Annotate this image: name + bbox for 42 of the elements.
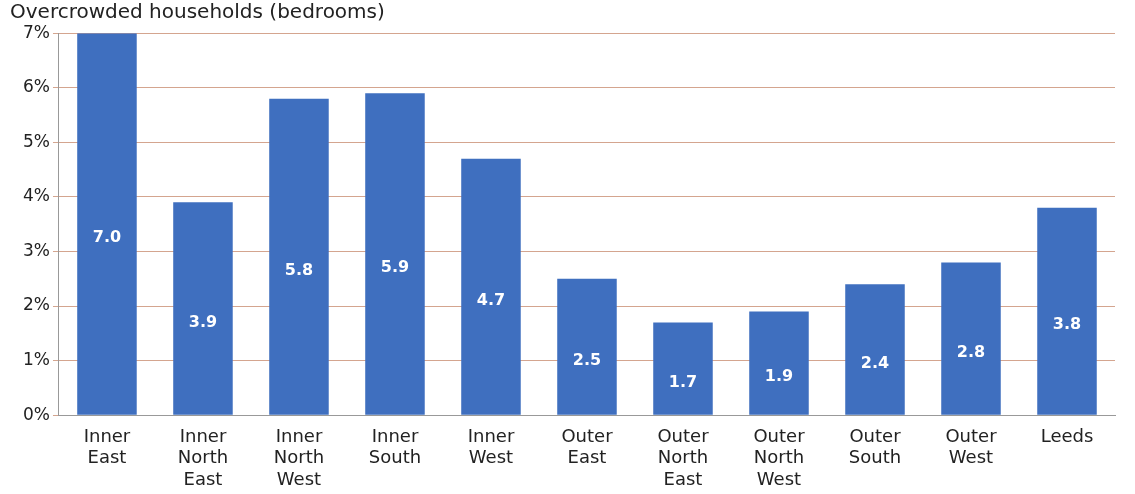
data-label: 3.9 (188, 311, 218, 331)
data-label: 2.4 (860, 352, 890, 372)
bar (653, 322, 713, 415)
x-tick-label: Inner West (467, 424, 515, 468)
bar (1037, 207, 1097, 415)
x-tick-label: Inner East (83, 424, 131, 468)
x-tick-label: Inner South (368, 424, 422, 468)
x-tick-label: Outer East (561, 424, 614, 468)
y-tick-label: 7% (22, 21, 50, 42)
bar (173, 202, 233, 415)
bar (365, 93, 425, 415)
bar (269, 98, 329, 415)
chart-title: Overcrowded households (bedrooms) (10, 0, 385, 23)
y-tick-label: 3% (22, 239, 50, 260)
x-tick-label: Outer North West (753, 424, 806, 489)
y-tick-label: 4% (22, 185, 50, 206)
bar (845, 284, 905, 415)
y-tick-label: 6% (22, 76, 50, 97)
x-tick-label: Outer South (848, 424, 902, 468)
data-label: 5.8 (284, 259, 314, 279)
x-tick-label: Outer North East (657, 424, 710, 489)
bar (77, 33, 137, 415)
data-label: 7.0 (92, 227, 122, 247)
data-label: 5.9 (380, 257, 410, 277)
data-label: 1.9 (764, 366, 794, 386)
x-tick-label: Leeds (1040, 424, 1094, 446)
x-tick-label: Inner North East (177, 424, 229, 489)
bar (941, 262, 1001, 415)
y-tick-label: 5% (22, 130, 50, 151)
y-tick-label: 0% (22, 403, 50, 424)
data-label: 4.7 (476, 289, 506, 309)
x-tick-label: Inner North West (273, 424, 325, 489)
bar (749, 311, 809, 415)
x-tick-label: Outer West (945, 424, 998, 468)
y-tick-label: 1% (22, 349, 50, 370)
bar (557, 278, 617, 415)
data-label: 3.8 (1052, 314, 1082, 334)
y-tick-label: 2% (22, 294, 50, 315)
data-label: 2.8 (956, 341, 986, 361)
data-label: 1.7 (668, 371, 698, 391)
bar (461, 158, 521, 415)
data-label: 2.5 (572, 349, 602, 369)
